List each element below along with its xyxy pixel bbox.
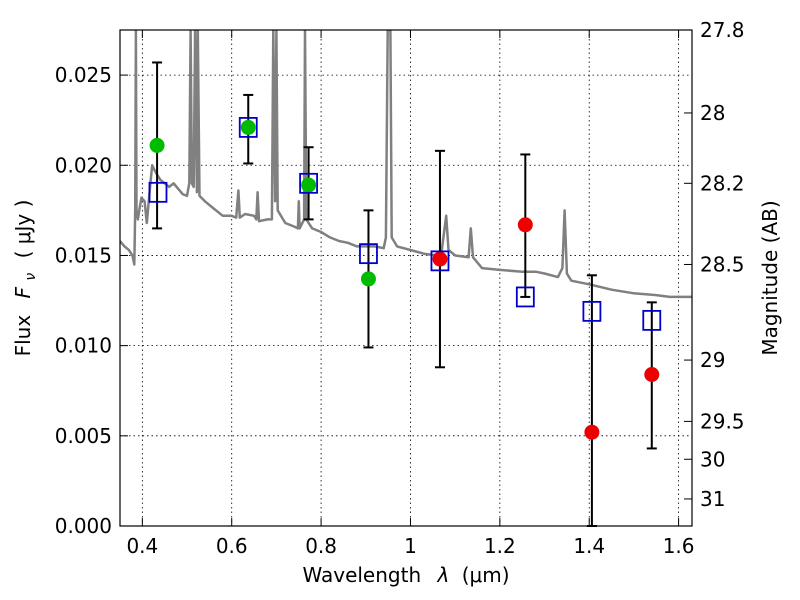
y-tick-label: 0.015 [55, 243, 112, 267]
y-axis-label-symbol: F [11, 286, 35, 298]
x-tick-label: 0.6 [216, 534, 248, 558]
model-square-marker [642, 309, 662, 331]
y-axis-ticks: 0.000 0.005 0.010 0.015 0.020 0.025 [55, 63, 128, 538]
model-square-marker [148, 181, 168, 203]
green-data-point [240, 119, 256, 135]
error-bars [152, 61, 657, 527]
model-square-marker [430, 250, 450, 272]
red-data-point [517, 217, 533, 233]
model-square-marker [299, 172, 318, 194]
y-tick-label: 0.005 [55, 424, 112, 448]
y2-tick-label: 31 [700, 487, 725, 511]
y-tick-label: 0.000 [55, 514, 112, 538]
red-data-point [432, 251, 448, 267]
x-tick-label: 0.8 [305, 534, 337, 558]
x-axis-ticks: 0.4 0.6 0.8 1 1.2 1.4 1.6 [126, 30, 695, 558]
sed-spectrum-line [120, 30, 692, 299]
y-axis-label-subscript: ν [23, 273, 39, 281]
x-axis-label-lambda: λ [437, 563, 450, 587]
y-tick-label: 0.010 [55, 334, 112, 358]
y2-axis-label: Magnitude (AB) [758, 200, 782, 355]
x-tick-label: 1.4 [573, 534, 605, 558]
x-axis-label-unit: (μm) [462, 563, 510, 587]
green-data-point [301, 177, 317, 193]
plot-frame [119, 29, 693, 527]
detection-points [149, 119, 660, 440]
y2-tick-label: 29 [700, 348, 725, 372]
y2-axis-ticks: 27.8 28 28.2 28.5 29 29.5 30 31 [684, 18, 745, 511]
x-axis-label: Wavelength λ (μm) [302, 563, 509, 587]
sed-spectrum [120, 30, 692, 299]
y-axis-label-prefix: Flux [11, 315, 35, 357]
x-tick-label: 1.6 [663, 534, 695, 558]
y-axis-label-unit: ( μJy ) [11, 200, 35, 259]
model-square-marker [515, 286, 535, 308]
model-points [148, 116, 662, 331]
plot-background [120, 30, 692, 526]
y-tick-label: 0.020 [55, 153, 112, 177]
y2-tick-label: 30 [700, 447, 725, 471]
y2-tick-label: 27.8 [700, 18, 745, 42]
x-axis-label-text: Wavelength [302, 563, 421, 587]
y2-tick-label: 28.5 [700, 252, 745, 276]
x-tick-label: 1.2 [484, 534, 516, 558]
y-axis-label: Flux F ν ( μJy ) [11, 200, 40, 357]
model-square-marker [582, 300, 602, 322]
red-data-point [584, 424, 600, 440]
x-tick-label: 1 [404, 534, 417, 558]
y-tick-label: 0.025 [55, 63, 112, 87]
y2-tick-label: 28 [700, 101, 725, 125]
y2-tick-label: 29.5 [700, 409, 745, 433]
model-square-marker [359, 243, 378, 265]
y2-tick-label: 28.2 [700, 171, 745, 195]
green-data-point [149, 137, 165, 153]
green-data-point [360, 271, 376, 287]
model-square-marker [238, 116, 258, 138]
red-data-point [644, 366, 660, 382]
x-tick-label: 0.4 [126, 534, 158, 558]
